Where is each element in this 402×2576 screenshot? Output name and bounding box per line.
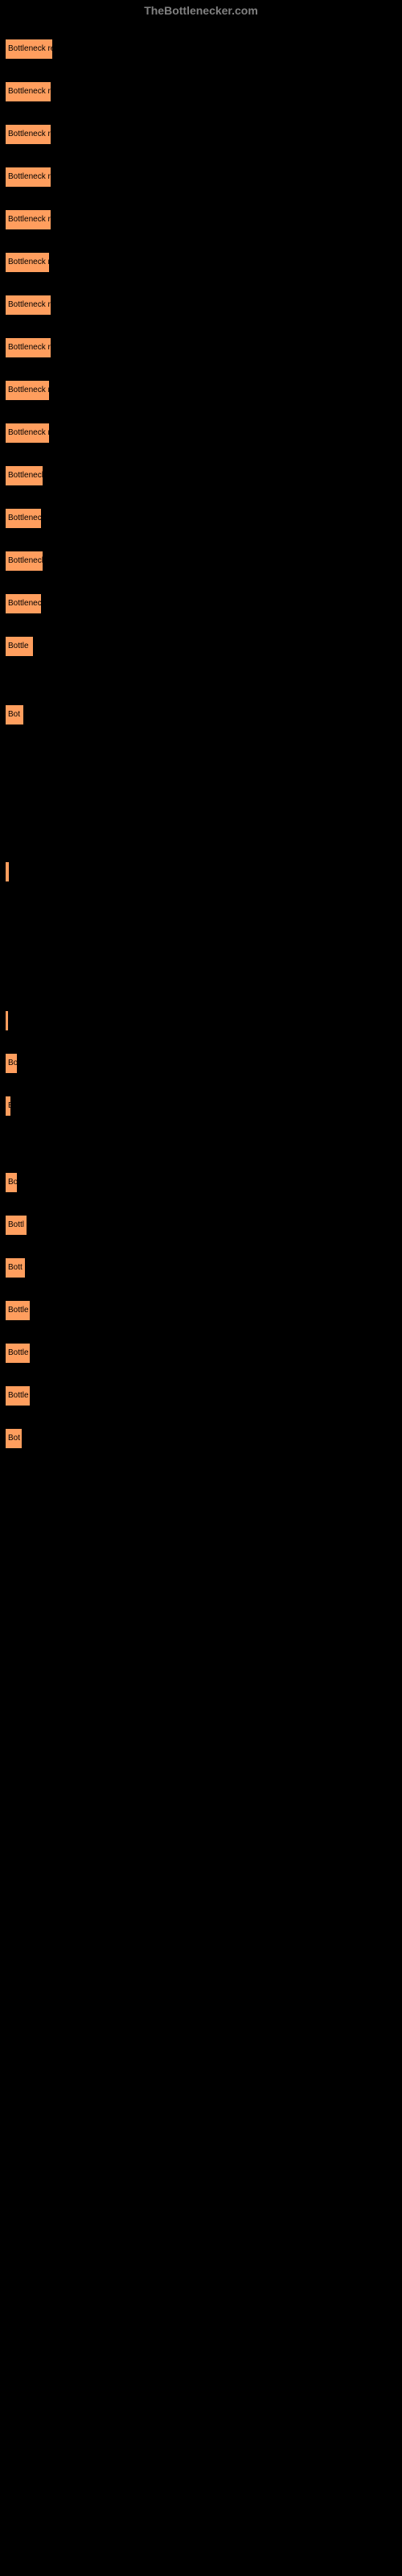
bar-label: Bottleneck re: [8, 300, 52, 309]
chart-bar: Bot: [4, 704, 25, 726]
chart-row: Bottle: [4, 1377, 398, 1414]
bar-label: Bottleneck re: [8, 343, 52, 352]
bar-label: Bottle: [8, 642, 29, 650]
chart-row: Bottleneck re: [4, 329, 398, 365]
chart-row: Bottleneck r: [4, 372, 398, 408]
chart-bar: Bottle: [4, 1342, 31, 1364]
bar-label: Bo: [8, 1178, 18, 1187]
chart-row: Bottl: [4, 1207, 398, 1243]
chart-bar: Bott: [4, 1257, 27, 1279]
chart-bar: Bottleneck r: [4, 422, 51, 444]
chart-bar: Bottlenec: [4, 507, 43, 530]
bar-label: Bottleneck r: [8, 258, 51, 266]
chart-row: Bottleneck r: [4, 244, 398, 280]
bar-label: Bottlenec: [8, 599, 42, 608]
chart-row: Bottleneck re: [4, 159, 398, 195]
bar-label: Bottle: [8, 1348, 29, 1357]
chart-row: [4, 853, 398, 890]
bar-label: Bottlenec: [8, 514, 42, 522]
bar-label: Bottleneck re: [8, 130, 52, 138]
chart-bar: Bot: [4, 1427, 23, 1450]
chart-bar: Bottleneck r: [4, 379, 51, 402]
bar-label: Bot: [8, 710, 20, 719]
bar-label: Bottleneck r: [8, 428, 51, 437]
chart-bar: Bottlenec: [4, 592, 43, 615]
chart-bar: Bottleneck re: [4, 294, 52, 316]
bar-label: Bottleneck r: [8, 386, 51, 394]
chart-row: Bottleneck re: [4, 201, 398, 237]
bar-label: Bottleneck: [8, 471, 44, 480]
bar-label: Bot: [8, 1434, 20, 1443]
chart-row: Bottleneck: [4, 457, 398, 493]
chart-row: Bo: [4, 1045, 398, 1081]
chart-row: Bottlenec: [4, 500, 398, 536]
chart-row: Bottlenec: [4, 585, 398, 621]
chart-row: Bot: [4, 1420, 398, 1456]
chart-bar: B: [4, 1095, 12, 1117]
chart-bar: Bottle: [4, 1299, 31, 1322]
bar-label: Bottleneck re: [8, 172, 52, 181]
bar-label: Bottleneck re: [8, 87, 52, 96]
bar-label: Bo: [8, 1059, 18, 1067]
chart-bar: [4, 1009, 10, 1032]
chart-bar: Bottleneck re: [4, 336, 52, 359]
chart-row: Bottleneck re: [4, 287, 398, 323]
bar-label: B: [8, 1101, 12, 1110]
chart-bar: Bottl: [4, 1214, 28, 1236]
chart-row: Bottleneck r: [4, 415, 398, 451]
site-title: TheBottlenecker.com: [144, 4, 258, 17]
chart-bar: Bottleneck re: [4, 208, 52, 231]
chart-row: Bottleneck re: [4, 116, 398, 152]
chart-row: Bott: [4, 1249, 398, 1286]
chart-row: [4, 1002, 398, 1038]
chart-row: Bottle: [4, 628, 398, 664]
chart-bar: Bottleneck r: [4, 251, 51, 274]
bottleneck-chart: Bottleneck res Bottleneck re Bottleneck re…: [0, 23, 402, 1471]
chart-bar: Bottle: [4, 1385, 31, 1407]
chart-bar: Bo: [4, 1052, 18, 1075]
chart-bar: Bo: [4, 1171, 18, 1194]
chart-row: Bottleneck re: [4, 73, 398, 109]
chart-bar: Bottleneck re: [4, 123, 52, 146]
chart-row: B: [4, 1088, 398, 1124]
bar-label: Bott: [8, 1263, 23, 1272]
bar-label: Bottleneck: [8, 556, 44, 565]
chart-row: Bot: [4, 696, 398, 733]
bar-label: Bottl: [8, 1220, 24, 1229]
bar-label: Bottleneck re: [8, 215, 52, 224]
chart-bar: Bottleneck re: [4, 80, 52, 103]
chart-bar: Bottleneck: [4, 550, 44, 572]
page-header: TheBottlenecker.com: [0, 0, 402, 23]
bar-label: Bottleneck res: [8, 44, 54, 53]
chart-row: Bo: [4, 1164, 398, 1200]
chart-bar: Bottleneck res: [4, 38, 54, 60]
chart-row: Bottle: [4, 1335, 398, 1371]
chart-bar: [4, 861, 10, 883]
bar-label: Bottle: [8, 1306, 29, 1315]
chart-bar: Bottleneck re: [4, 166, 52, 188]
chart-bar: Bottleneck: [4, 464, 44, 487]
chart-row: Bottleneck: [4, 543, 398, 579]
chart-row: Bottleneck res: [4, 31, 398, 67]
chart-bar: Bottle: [4, 635, 35, 658]
chart-row: Bottle: [4, 1292, 398, 1328]
bar-label: Bottle: [8, 1391, 29, 1400]
